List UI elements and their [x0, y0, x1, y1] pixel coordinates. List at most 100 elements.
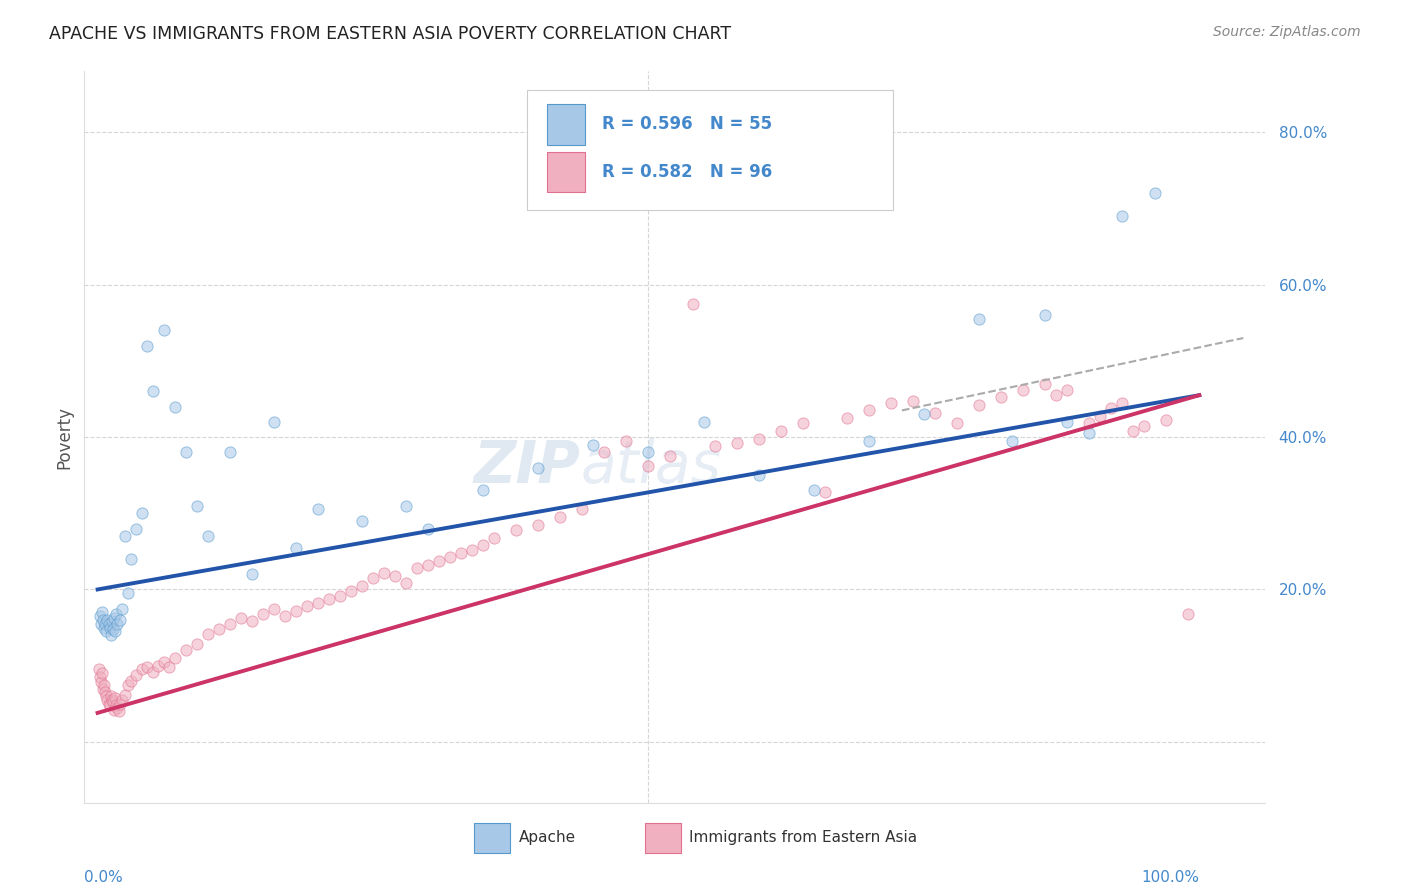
Point [91, 681, 114, 696]
Point [107, 705, 129, 719]
Bar [547, 152, 585, 192]
Text: atlas: atlas [581, 438, 721, 495]
Point [748, 432, 770, 446]
Point [1177, 607, 1199, 621]
Point [450, 546, 472, 560]
Point [482, 531, 505, 545]
Point [104, 690, 127, 705]
Point [98, 698, 121, 713]
Point [461, 542, 484, 557]
Point [114, 688, 136, 702]
Point [858, 403, 880, 417]
Point [307, 596, 329, 610]
Point [218, 445, 240, 459]
Point [1122, 424, 1144, 438]
Point [105, 698, 128, 713]
Bar [645, 823, 681, 853]
Point [108, 697, 131, 711]
Point [384, 568, 406, 582]
Point [101, 622, 124, 636]
Point [96, 689, 118, 703]
Point [93, 678, 115, 692]
Point [240, 615, 263, 629]
Point [880, 396, 903, 410]
Point [416, 521, 439, 535]
Point [107, 616, 129, 631]
Point [117, 586, 139, 600]
Point [111, 601, 134, 615]
Point [637, 445, 659, 459]
Point [1033, 376, 1056, 391]
Point [107, 700, 129, 714]
Point [197, 529, 219, 543]
Point [131, 506, 153, 520]
Point [117, 678, 139, 692]
Point [98, 621, 121, 635]
Point [93, 621, 115, 635]
Point [990, 391, 1012, 405]
Text: Apache: Apache [519, 830, 576, 846]
Point [659, 449, 682, 463]
Point [814, 485, 837, 500]
Point [703, 439, 725, 453]
Point [901, 393, 924, 408]
Point [571, 502, 593, 516]
Point [114, 529, 136, 543]
Point [111, 693, 134, 707]
Point [527, 517, 550, 532]
Point [725, 436, 748, 450]
Y-axis label: Poverty: Poverty [55, 406, 73, 468]
Point [103, 611, 125, 625]
Point [505, 523, 527, 537]
Point [1056, 415, 1078, 429]
Point [427, 553, 450, 567]
Point [1056, 383, 1078, 397]
Point [105, 607, 128, 621]
Text: R = 0.596   N = 55: R = 0.596 N = 55 [602, 115, 772, 134]
Point [472, 483, 495, 498]
Point [120, 673, 142, 688]
Point [792, 417, 814, 431]
Point [97, 616, 120, 631]
Point [163, 651, 186, 665]
Point [148, 658, 170, 673]
Point [967, 398, 990, 412]
Point [101, 693, 124, 707]
Point [835, 411, 858, 425]
Point [373, 566, 395, 580]
Point [152, 655, 174, 669]
Point [91, 666, 114, 681]
Point [1078, 426, 1101, 441]
Text: Source: ZipAtlas.com: Source: ZipAtlas.com [1213, 25, 1361, 39]
Point [1099, 401, 1122, 416]
Point [1012, 383, 1035, 397]
Point [1133, 418, 1156, 433]
Point [395, 576, 418, 591]
Point [1078, 417, 1101, 431]
Point [692, 415, 714, 429]
Point [131, 663, 153, 677]
Point [142, 384, 165, 399]
Point [91, 613, 114, 627]
Point [527, 460, 550, 475]
Point [101, 615, 124, 629]
Point [100, 689, 122, 703]
Point [157, 660, 180, 674]
Point [125, 521, 148, 535]
Point [284, 604, 307, 618]
Point [263, 415, 285, 429]
Point [946, 417, 969, 431]
Point [682, 297, 704, 311]
Point [96, 613, 118, 627]
Point [284, 541, 307, 555]
Point [89, 609, 111, 624]
Point [108, 613, 131, 627]
Point [218, 616, 240, 631]
Point [350, 579, 373, 593]
Point [329, 589, 352, 603]
Point [103, 703, 125, 717]
Text: R = 0.582   N = 96: R = 0.582 N = 96 [602, 163, 772, 181]
Point [263, 601, 285, 615]
Point [197, 626, 219, 640]
Point [1045, 388, 1067, 402]
